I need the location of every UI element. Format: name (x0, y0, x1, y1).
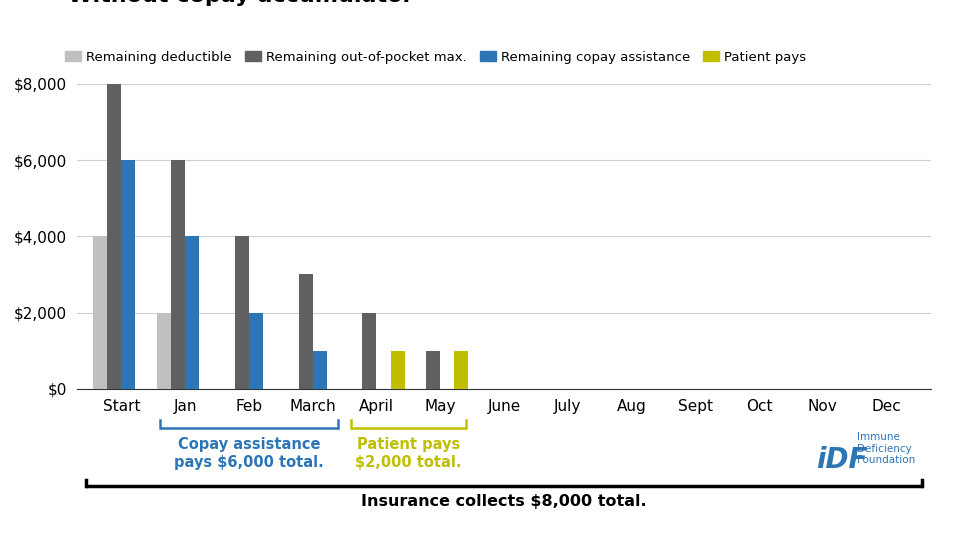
Bar (299, 274, 313, 389)
Legend: Remaining deductible, Remaining out-of-pocket max., Remaining copay assistance, : Remaining deductible, Remaining out-of-p… (60, 45, 812, 69)
Text: Patient pays
$2,000 total.: Patient pays $2,000 total. (355, 437, 462, 470)
Text: Without copay accumulator: Without copay accumulator (68, 0, 414, 6)
Bar (121, 160, 135, 389)
Bar (363, 313, 376, 389)
Bar (454, 350, 468, 389)
Text: Insurance collects $8,000 total.: Insurance collects $8,000 total. (361, 494, 647, 509)
Bar (249, 313, 263, 389)
Bar (426, 350, 441, 389)
Bar (235, 237, 249, 389)
Bar (185, 237, 200, 389)
Text: Copay assistance
pays $6,000 total.: Copay assistance pays $6,000 total. (174, 437, 324, 470)
Bar (313, 350, 326, 389)
Text: iDF: iDF (816, 446, 867, 474)
Bar (171, 160, 185, 389)
Text: Immune
Deficiency
Foundation: Immune Deficiency Foundation (857, 432, 915, 465)
Bar (108, 84, 121, 389)
Bar (93, 237, 108, 389)
Bar (157, 313, 171, 389)
Bar (391, 350, 404, 389)
